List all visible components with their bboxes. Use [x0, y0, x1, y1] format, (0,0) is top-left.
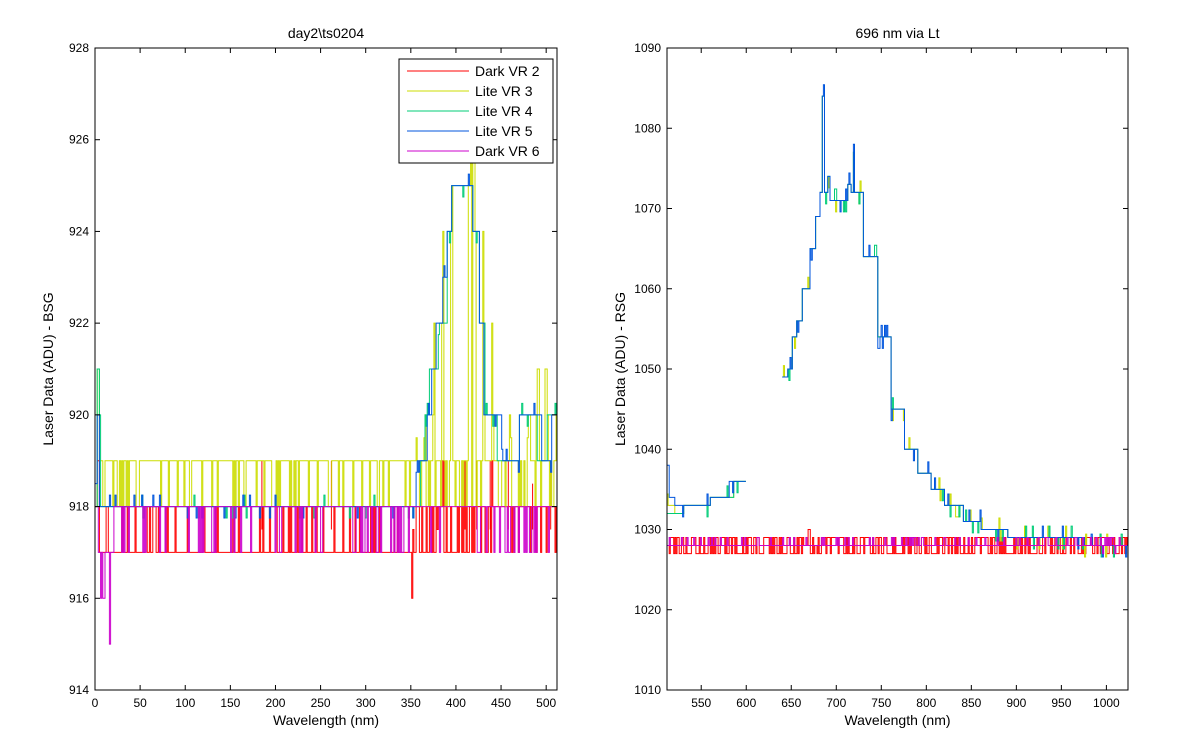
right-chart-ytick-label-1: 1020 [634, 603, 661, 617]
left-chart-xtick-label-8: 400 [446, 696, 466, 710]
left-chart-xtick-label-5: 250 [311, 696, 331, 710]
right-chart-xlabel: Wavelength (nm) [844, 712, 950, 728]
right-chart-plot-area [667, 48, 1128, 690]
left-chart-ytick-label-6: 926 [69, 133, 89, 147]
legend-label-1: Lite VR 3 [475, 83, 533, 99]
left-chart-ytick-label-7: 928 [69, 41, 89, 55]
right-chart-ytick-label-5: 1060 [634, 282, 661, 296]
left-chart-xtick-label-2: 100 [175, 696, 195, 710]
left-chart-xtick-label-6: 300 [356, 696, 376, 710]
legend-label-2: Lite VR 4 [475, 103, 533, 119]
right-chart-ytick-label-0: 1010 [634, 683, 661, 697]
legend-label-0: Dark VR 2 [475, 63, 540, 79]
right-chart-series-group [667, 84, 1128, 558]
left-chart-series-1 [95, 162, 557, 508]
left-chart-ytick-label-3: 920 [69, 408, 89, 422]
left-chart-xtick-label-10: 500 [536, 696, 556, 710]
right-chart-series-7 [667, 537, 1127, 555]
left-chart-xtick-label-9: 450 [491, 696, 511, 710]
left-chart-ytick-label-1: 916 [69, 591, 89, 605]
right-chart-xtick-label-8: 950 [1051, 696, 1071, 710]
left-chart-axes-box [94, 47, 558, 691]
left-chart-title: day2\ts0204 [288, 25, 364, 41]
right-chart-ytick-label-8: 1090 [634, 41, 661, 55]
left-chart-ytick-label-0: 914 [69, 683, 89, 697]
left-chart-ylabel: Laser Data (ADU) - BSG [40, 292, 56, 445]
right-chart-ylabel: Laser Data (ADU) - RSG [612, 292, 628, 446]
left-chart-series-group [95, 162, 557, 645]
right-chart-xtick-label-5: 800 [916, 696, 936, 710]
right-chart-xtick-label-6: 850 [961, 696, 981, 710]
right-chart-xtick-label-0: 550 [691, 696, 711, 710]
left-chart-xtick-label-0: 0 [92, 696, 99, 710]
right-chart-xtick-label-9: 1000 [1093, 696, 1120, 710]
right-chart-series-3 [667, 464, 746, 518]
left-chart-xtick-label-3: 150 [220, 696, 240, 710]
legend-label-4: Dark VR 6 [475, 143, 540, 159]
right-chart-series-6 [782, 84, 1128, 558]
right-chart-ytick-label-3: 1040 [634, 442, 661, 456]
right-chart-title: 696 nm via Lt [855, 25, 939, 41]
left-chart-ytick-label-2: 918 [69, 500, 89, 514]
left-chart-series-4 [95, 506, 557, 645]
left-chart-xlabel: Wavelength (nm) [273, 712, 379, 728]
right-chart: 696 nm via Lt Wavelength (nm) Laser Data… [612, 25, 1129, 728]
left-chart-xtick-label-1: 50 [133, 696, 147, 710]
left-chart: day2\ts0204 Wavelength (nm) Laser Data (… [40, 25, 558, 728]
right-chart-xtick-label-1: 600 [736, 696, 756, 710]
right-chart-ytick-label-6: 1070 [634, 202, 661, 216]
left-chart-ytick-label-4: 922 [69, 316, 89, 330]
left-chart-xtick-label-4: 200 [265, 696, 285, 710]
right-chart-ytick-label-7: 1080 [634, 121, 661, 135]
left-chart-legend: Dark VR 2 Lite VR 3 Lite VR 4 Lite VR 5 Dark… [398, 58, 554, 164]
right-chart-ytick-label-2: 1030 [634, 523, 661, 537]
right-chart-xtick-label-7: 900 [1006, 696, 1026, 710]
right-chart-xtick-label-2: 650 [781, 696, 801, 710]
right-chart-series-0 [667, 529, 1128, 555]
left-chart-ytick-label-5: 924 [69, 224, 89, 238]
right-chart-xtick-label-3: 700 [826, 696, 846, 710]
legend-label-3: Lite VR 5 [475, 123, 533, 139]
right-chart-ytick-label-4: 1050 [634, 362, 661, 376]
left-chart-xtick-label-7: 350 [401, 696, 421, 710]
right-chart-xtick-label-4: 750 [871, 696, 891, 710]
